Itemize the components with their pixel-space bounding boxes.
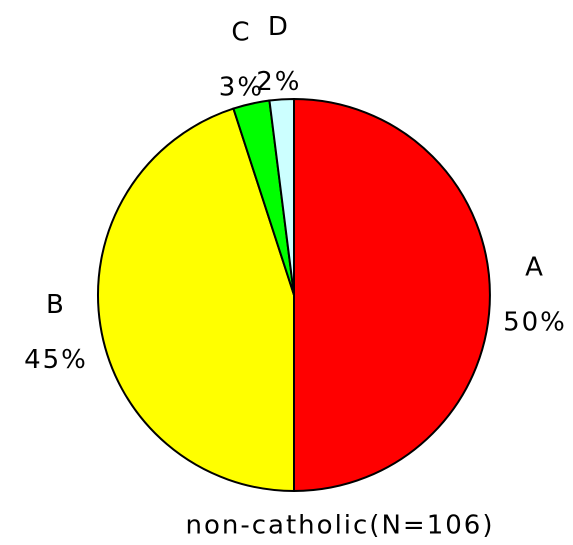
pie-slice (293, 97, 491, 493)
pie-slice (97, 107, 295, 493)
slice-label: 50% (503, 308, 567, 338)
slice-label: 3% (219, 72, 264, 102)
slice-name: D (268, 12, 290, 42)
slice-name: C (231, 17, 251, 47)
slice-name: B (46, 290, 66, 320)
chart-caption: non-catholic(N=106) (186, 511, 495, 541)
slice-name: A (525, 253, 545, 283)
pie-slice (268, 97, 295, 296)
slice-label: 2% (256, 67, 301, 97)
slice-label: 45% (24, 345, 88, 375)
